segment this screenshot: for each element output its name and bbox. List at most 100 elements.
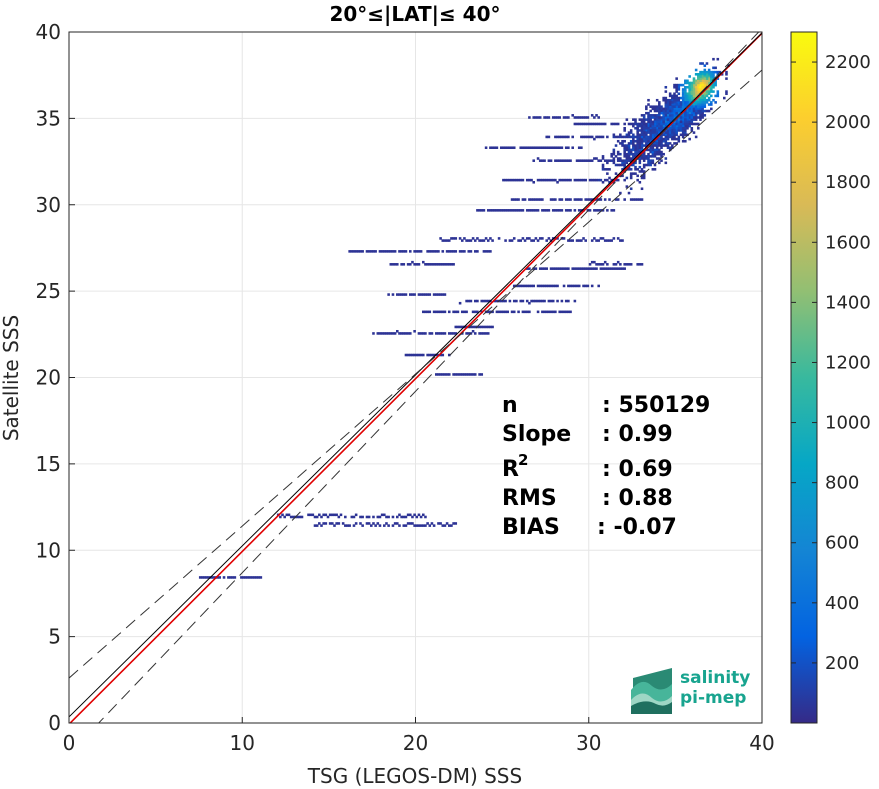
density-cell: [625, 176, 629, 180]
density-cell: [541, 198, 544, 201]
density-cell: [554, 267, 557, 270]
density-cell: [642, 159, 646, 162]
density-cell: [714, 81, 717, 85]
density-cell: [707, 81, 711, 85]
density-cell: [681, 131, 685, 134]
density-cell: [679, 107, 683, 111]
density-cell: [651, 159, 655, 162]
density-cell: [655, 109, 659, 113]
density-cell: [567, 209, 570, 212]
density-cell: [690, 111, 694, 115]
density-cell: [638, 165, 642, 169]
density-cell: [699, 75, 702, 78]
density-cell: [723, 96, 726, 100]
density-cell: [690, 120, 694, 124]
density-cell: [647, 98, 650, 102]
density-cell: [666, 101, 670, 104]
density-cell: [675, 124, 678, 128]
density-cell: [632, 135, 635, 139]
density-cell: [625, 161, 629, 165]
density-cell: [625, 157, 629, 160]
density-cell: [690, 90, 694, 93]
density-cell: [623, 129, 626, 132]
density-cell: [627, 144, 631, 147]
density-cell: [582, 135, 585, 139]
density-cell: [521, 198, 525, 201]
density-cell: [632, 142, 635, 145]
density-cell: [601, 135, 605, 139]
density-cell: [703, 79, 707, 83]
density-cell: [586, 267, 590, 270]
density-cell: [406, 522, 410, 525]
density-cell: [634, 168, 637, 171]
density-cell: [454, 237, 458, 240]
density-cell: [712, 90, 715, 93]
density-cell: [690, 98, 694, 102]
density-cell: [629, 152, 633, 156]
density-cell: [688, 101, 691, 104]
density-cell: [586, 135, 590, 139]
density-cell: [597, 284, 600, 288]
density-cell: [218, 576, 221, 579]
density-cell: [703, 75, 707, 78]
density-cell: [413, 329, 416, 333]
density-cell: [525, 310, 529, 314]
density-cell: [495, 310, 499, 314]
density-cell: [562, 178, 566, 182]
density-cell: [337, 515, 341, 519]
density-cell: [437, 263, 440, 266]
density-cell: [710, 107, 713, 111]
density-cell: [554, 159, 557, 162]
density-cell: [547, 159, 551, 162]
density-cell: [675, 83, 678, 87]
density-cell: [489, 325, 492, 329]
density-cell: [662, 137, 665, 141]
density-cell: [625, 168, 629, 171]
density-cell: [671, 98, 674, 102]
density-cell: [428, 332, 432, 335]
density-cell: [603, 178, 607, 182]
density-cell: [640, 142, 644, 145]
density-cell: [684, 105, 687, 108]
density-cell: [536, 310, 540, 314]
density-cell: [664, 109, 668, 113]
density-cell: [606, 267, 609, 270]
density-cell: [603, 267, 607, 270]
density-cell: [684, 118, 687, 121]
density-cell: [701, 101, 704, 104]
density-cell: [415, 353, 419, 357]
density-cell: [383, 524, 386, 527]
density-cell: [424, 293, 427, 296]
density-cell: [560, 299, 564, 303]
density-cell: [677, 129, 681, 132]
density-cell: [655, 129, 659, 132]
density-cell: [545, 310, 549, 314]
density-cell: [424, 263, 427, 266]
density-cell: [447, 263, 451, 266]
density-cell: [441, 524, 445, 527]
density-cell: [699, 96, 702, 100]
density-cell: [419, 524, 423, 527]
density-cell: [532, 159, 536, 162]
density-cell: [573, 284, 577, 288]
density-cell: [725, 70, 728, 74]
density-cell: [525, 284, 529, 288]
density-cell: [367, 522, 371, 525]
density-cell: [684, 81, 687, 85]
density-cell: [647, 152, 650, 156]
density-cell: [694, 103, 698, 106]
density-cell: [662, 109, 665, 113]
density-cell: [597, 159, 600, 162]
density-cell: [465, 310, 468, 314]
density-cell: [344, 515, 347, 519]
density-cell: [662, 152, 665, 156]
density-cell: [543, 299, 546, 303]
density-cell: [649, 133, 652, 137]
density-cell: [562, 267, 566, 270]
density-cell: [703, 114, 707, 117]
density-cell: [625, 135, 629, 139]
density-cell: [655, 146, 659, 150]
density-cell: [404, 293, 408, 296]
density-cell: [660, 118, 663, 121]
density-cell: [699, 77, 702, 80]
